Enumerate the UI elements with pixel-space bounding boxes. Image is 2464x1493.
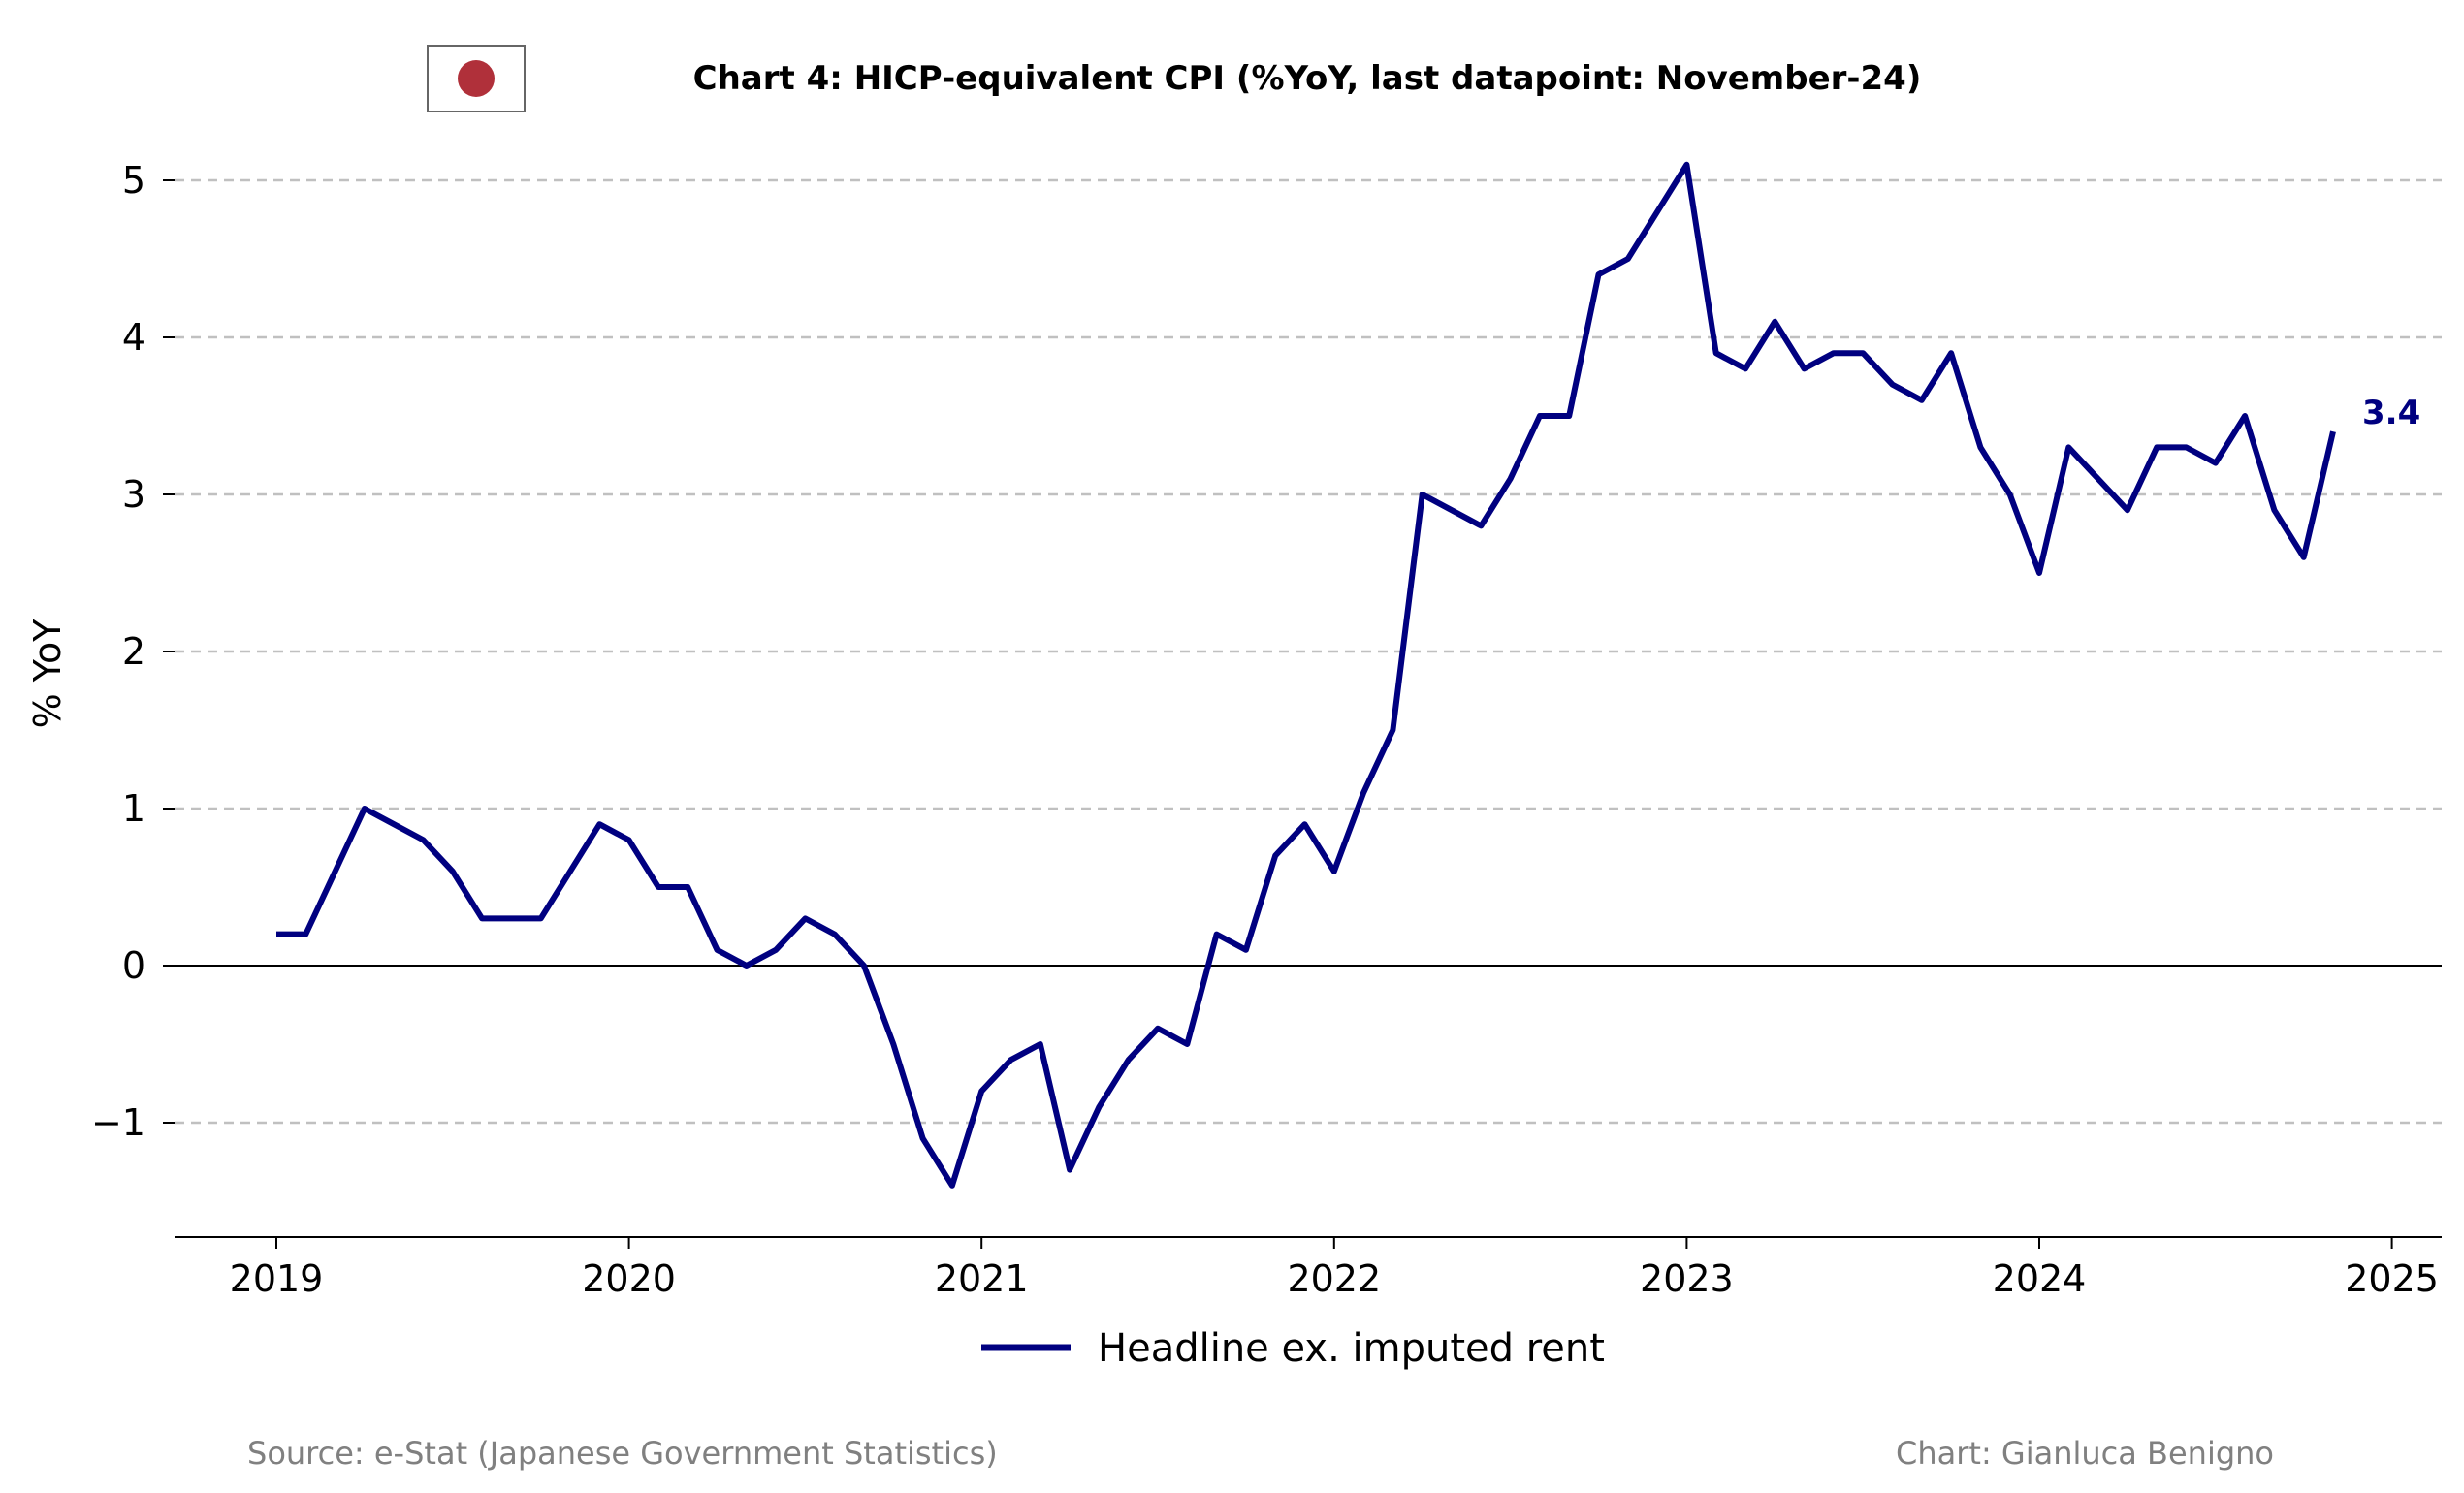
- y-tick-label: 4: [122, 316, 145, 359]
- last-value-label: 3.4: [2362, 394, 2420, 432]
- source-note: Source: e-Stat (Japanese Government Stat…: [247, 1435, 998, 1472]
- x-axis: 2019 2020 2021 2022 2023 2024 2025: [175, 1236, 2442, 1300]
- x-tick-label: 2020: [582, 1257, 676, 1300]
- y-tick-label: −1: [91, 1101, 145, 1144]
- series-group: [276, 161, 2336, 1189]
- x-tick-label: 2019: [230, 1257, 324, 1300]
- legend: Headline ex. imputed rent: [981, 1326, 1605, 1371]
- y-tick-label: 2: [122, 630, 145, 673]
- x-tick-label: 2025: [2345, 1257, 2439, 1300]
- chart-credit: Chart: Gianluca Benigno: [1896, 1435, 2274, 1472]
- gridlines: [175, 178, 2442, 1125]
- y-tick-label: 0: [122, 944, 145, 987]
- japan-flag-icon: [427, 45, 526, 112]
- series-line: [276, 161, 2336, 1189]
- chart-title: Chart 4: HICP-equivalent CPI (%YoY, last…: [693, 59, 1922, 98]
- y-axis-ticks: 5 4 3 2 1 0 −1: [91, 159, 175, 1144]
- x-tick-label: 2022: [1287, 1257, 1381, 1300]
- y-tick-label: 5: [122, 159, 145, 202]
- y-tick-label: 3: [122, 473, 145, 516]
- legend-label: Headline ex. imputed rent: [1098, 1326, 1605, 1371]
- x-tick-label: 2023: [1640, 1257, 1734, 1300]
- y-axis-label: % YoY: [26, 619, 69, 729]
- y-tick-label: 1: [122, 787, 145, 830]
- x-tick-label: 2021: [935, 1257, 1029, 1300]
- x-tick-label: 2024: [1993, 1257, 2087, 1300]
